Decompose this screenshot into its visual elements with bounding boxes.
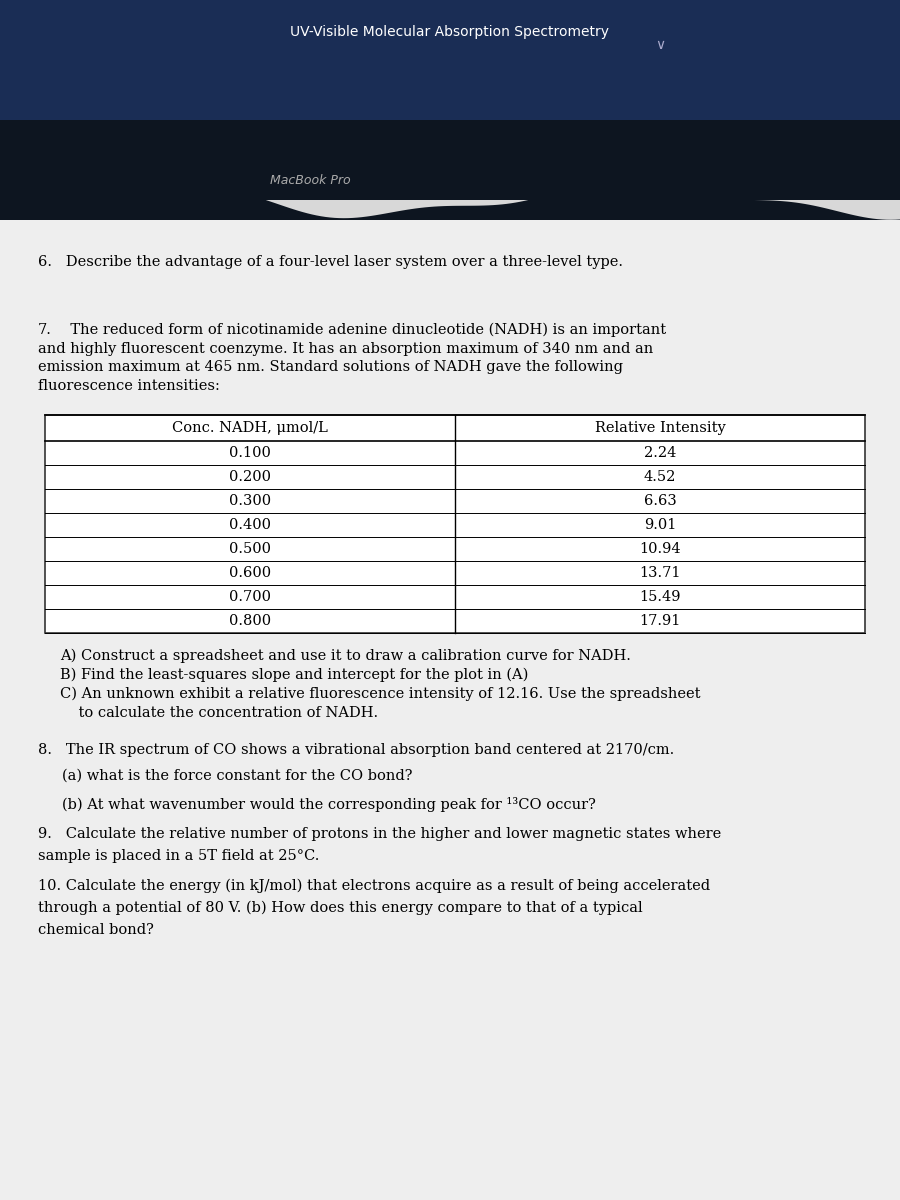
Bar xyxy=(0,120,900,200)
Text: The reduced form of nicotinamide adenine dinucleotide (NADH) is an important: The reduced form of nicotinamide adenine… xyxy=(38,323,666,337)
Bar xyxy=(0,220,900,1200)
Text: 0.400: 0.400 xyxy=(229,518,271,532)
Text: B) Find the least-squares slope and intercept for the plot in (A): B) Find the least-squares slope and inte… xyxy=(60,668,528,683)
Text: 0.200: 0.200 xyxy=(229,470,271,484)
Text: 6.63: 6.63 xyxy=(644,494,677,508)
Text: through a potential of 80 V. (b) How does this energy compare to that of a typic: through a potential of 80 V. (b) How doe… xyxy=(38,901,643,916)
Text: fluorescence intensities:: fluorescence intensities: xyxy=(38,378,220,392)
Text: 6.   Describe the advantage of a four-level laser system over a three-level type: 6. Describe the advantage of a four-leve… xyxy=(38,254,623,269)
Text: ∨: ∨ xyxy=(655,38,665,52)
Bar xyxy=(0,0,900,120)
Polygon shape xyxy=(0,180,900,240)
Text: 0.600: 0.600 xyxy=(229,566,271,580)
Text: MacBook Pro: MacBook Pro xyxy=(270,174,350,186)
Text: 4.52: 4.52 xyxy=(644,470,676,484)
Text: to calculate the concentration of NADH.: to calculate the concentration of NADH. xyxy=(60,706,378,720)
Text: 9.01: 9.01 xyxy=(644,518,676,532)
Text: Conc. NADH, μmol/L: Conc. NADH, μmol/L xyxy=(172,421,328,434)
Text: 15.49: 15.49 xyxy=(639,590,680,604)
Text: (a) what is the force constant for the CO bond?: (a) what is the force constant for the C… xyxy=(62,769,412,782)
Text: sample is placed in a 5T field at 25°C.: sample is placed in a 5T field at 25°C. xyxy=(38,850,320,863)
Text: 17.91: 17.91 xyxy=(639,614,680,628)
Text: 10. Calculate the energy (in kJ/mol) that electrons acquire as a result of being: 10. Calculate the energy (in kJ/mol) tha… xyxy=(38,878,710,893)
Text: C) An unknown exhibit a relative fluorescence intensity of 12.16. Use the spread: C) An unknown exhibit a relative fluores… xyxy=(60,686,700,701)
Text: 10.94: 10.94 xyxy=(639,542,680,556)
Text: 0.100: 0.100 xyxy=(230,446,271,460)
Text: A) Construct a spreadsheet and use it to draw a calibration curve for NADH.: A) Construct a spreadsheet and use it to… xyxy=(60,649,631,664)
Text: 7.: 7. xyxy=(38,323,52,337)
Text: 0.500: 0.500 xyxy=(229,542,271,556)
Text: 9.   Calculate the relative number of protons in the higher and lower magnetic s: 9. Calculate the relative number of prot… xyxy=(38,827,721,841)
Text: chemical bond?: chemical bond? xyxy=(38,923,154,937)
Text: (b) At what wavenumber would the corresponding peak for ¹³CO occur?: (b) At what wavenumber would the corresp… xyxy=(62,797,596,812)
Text: Relative Intensity: Relative Intensity xyxy=(595,421,725,434)
Text: UV-Visible Molecular Absorption Spectrometry: UV-Visible Molecular Absorption Spectrom… xyxy=(291,25,609,38)
Bar xyxy=(45,415,865,634)
Text: 13.71: 13.71 xyxy=(639,566,680,580)
Text: 0.800: 0.800 xyxy=(229,614,271,628)
Text: and highly fluorescent coenzyme. It has an absorption maximum of 340 nm and an: and highly fluorescent coenzyme. It has … xyxy=(38,342,653,355)
Text: 0.700: 0.700 xyxy=(229,590,271,604)
Text: 0.300: 0.300 xyxy=(229,494,271,508)
Text: 8.   The IR spectrum of CO shows a vibrational absorption band centered at 2170/: 8. The IR spectrum of CO shows a vibrati… xyxy=(38,743,674,757)
Text: emission maximum at 465 nm. Standard solutions of NADH gave the following: emission maximum at 465 nm. Standard sol… xyxy=(38,360,623,374)
Text: 2.24: 2.24 xyxy=(644,446,676,460)
